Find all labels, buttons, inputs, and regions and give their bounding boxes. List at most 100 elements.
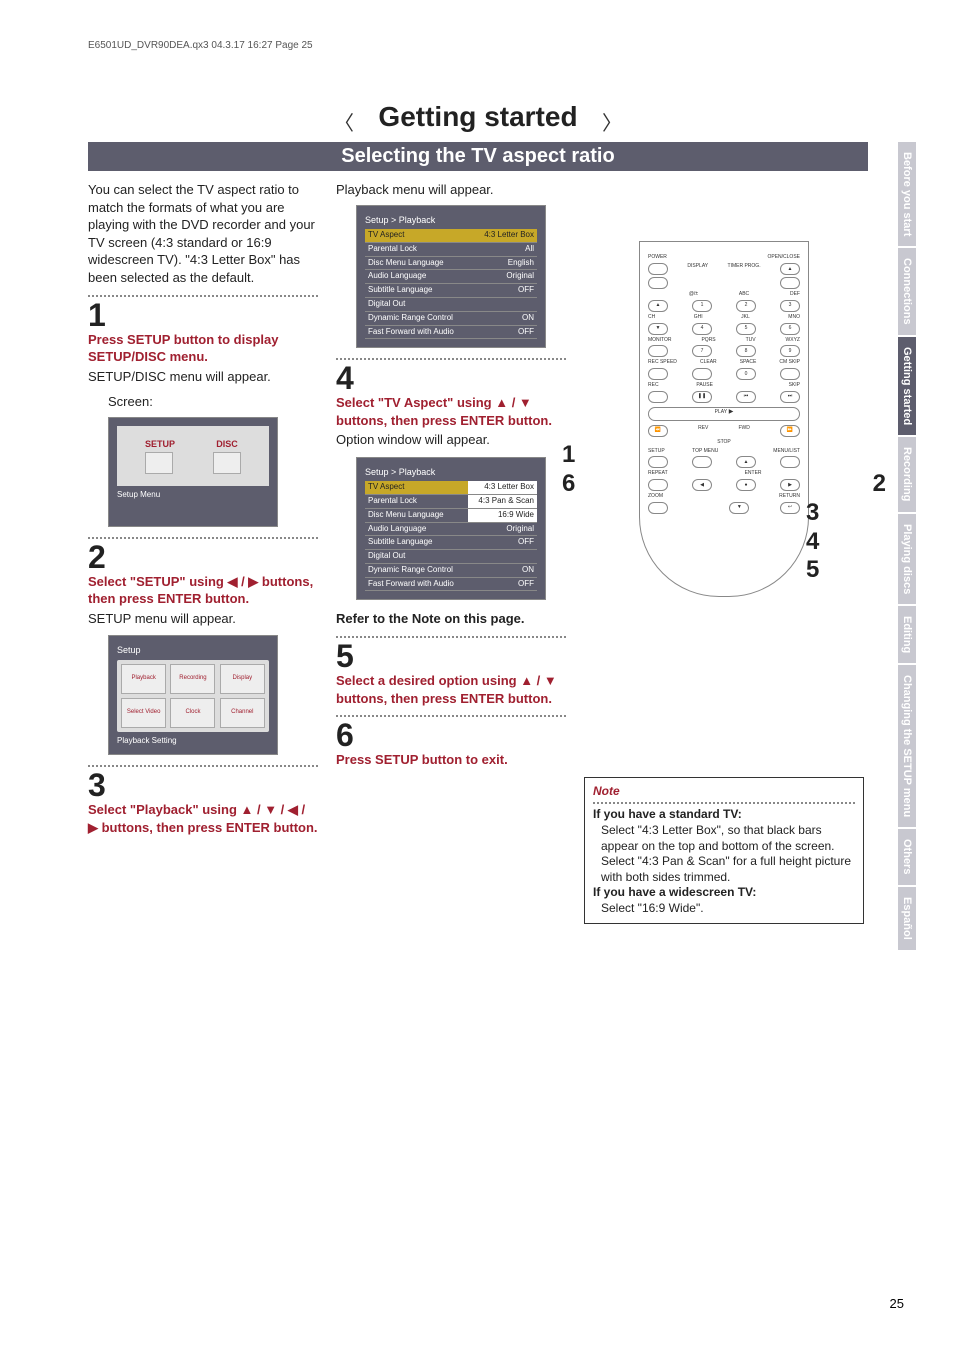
row-value: 16:9 Wide <box>468 508 537 522</box>
enter-button: ● <box>736 479 756 491</box>
setup-button <box>648 456 668 468</box>
remote-label: RETURN <box>779 493 800 500</box>
remote-button <box>780 277 800 289</box>
up-arrow-button: ▲ <box>736 456 756 468</box>
row-value <box>468 550 537 564</box>
row-value: 4:3 Letter Box <box>468 481 537 494</box>
callout-2345: 2 3 4 5 <box>806 470 886 583</box>
remote-label: PQRS <box>701 337 715 344</box>
disc-icon-label: DISC <box>213 438 241 450</box>
row-value: ON <box>468 563 537 577</box>
callout-1: 1 <box>562 441 575 468</box>
step-6-title: Press SETUP button to exit. <box>336 751 566 769</box>
step-4-number: 4 <box>336 362 566 394</box>
setup-menu-title: Setup <box>117 644 269 656</box>
note-header: Note <box>593 784 620 798</box>
right-arrow-button: ▶ <box>780 479 800 491</box>
remote-label: CH <box>648 314 655 321</box>
note-line-3: If you have a widescreen TV: <box>593 885 756 899</box>
remote-label: PAUSE <box>696 382 713 389</box>
row-label: Parental Lock <box>365 242 472 256</box>
fwd-button: ⏩ <box>780 425 800 437</box>
row-value: OFF <box>472 325 537 339</box>
row-value <box>472 297 537 311</box>
row-value: All <box>472 242 537 256</box>
num-6-button: 6 <box>780 323 800 335</box>
tab-before-you-start: Before you start <box>898 142 916 246</box>
menu-cell-clock: Clock <box>170 698 215 728</box>
pause-button: ❚❚ <box>692 391 712 403</box>
column-3: 1 6 POWEROPEN/CLOSE DISPLAYTIMER PROG.▲ … <box>584 181 864 923</box>
num-4-button: 4 <box>692 323 712 335</box>
cmskip-button <box>780 368 800 380</box>
remote-label: TUV <box>746 337 756 344</box>
step-2-number: 2 <box>88 541 318 573</box>
page-number: 25 <box>890 1296 904 1311</box>
step-2-body: SETUP menu will appear. <box>88 610 318 628</box>
remote-label: SETUP <box>648 448 665 455</box>
step-3-number: 3 <box>88 769 318 801</box>
setup-icon <box>145 452 173 474</box>
menu-cell-display: Display <box>220 664 265 694</box>
menu-cell-channel: Channel <box>220 698 265 728</box>
menu-cell-selectvideo: Select Video <box>121 698 166 728</box>
tab-espanol: Español <box>898 887 916 950</box>
disc-icon <box>213 452 241 474</box>
row-value: OFF <box>472 284 537 298</box>
remote-diagram: 1 6 POWEROPEN/CLOSE DISPLAYTIMER PROG.▲ … <box>584 241 864 597</box>
down-arrow-button: ▼ <box>729 502 749 514</box>
row-label: Fast Forward with Audio <box>365 577 468 591</box>
screen-label: Screen: <box>88 393 318 411</box>
row-label: Digital Out <box>365 550 468 564</box>
chevron-right-icon: 〉 <box>602 107 622 136</box>
column-2: Playback menu will appear. Setup > Playb… <box>336 181 566 923</box>
step-4-title: Select "TV Aspect" using ▲ / ▼ buttons, … <box>336 394 566 429</box>
playback-menu-title: Setup > Playback <box>365 214 537 226</box>
remote-label: @/± <box>689 291 698 298</box>
row-label: Disc Menu Language <box>365 256 472 270</box>
menu-cell-playback: Playback <box>121 664 166 694</box>
row-label: Dynamic Range Control <box>365 563 468 577</box>
row-value: Original <box>472 270 537 284</box>
remote-label: REPEAT <box>648 470 668 477</box>
row-label: Parental Lock <box>365 494 468 508</box>
note-line-1: If you have a standard TV: <box>593 807 742 821</box>
remote-label: MONITOR <box>648 337 672 344</box>
num-7-button: 7 <box>692 345 712 357</box>
remote-label: POWER <box>648 254 667 261</box>
remote-label: REC <box>648 382 659 389</box>
menu-footer-label: Setup Menu <box>117 490 269 501</box>
step-4-intro: Playback menu will appear. <box>336 181 566 199</box>
step-5-number: 5 <box>336 640 566 672</box>
remote-label: SKIP <box>789 382 800 389</box>
step-1-title: Press SETUP button to display SETUP/DISC… <box>88 331 318 366</box>
playback-menu: Setup > Playback TV Aspect4:3 Letter Box… <box>356 205 546 349</box>
row-value: 4:3 Letter Box <box>472 229 537 242</box>
row-value: Original <box>468 522 537 536</box>
row-value: OFF <box>468 577 537 591</box>
eject-button: ▲ <box>780 263 800 275</box>
callout-6: 6 <box>562 470 575 497</box>
step-4-body: Option window will appear. <box>336 431 566 449</box>
tab-changing-setup: Changing the SETUP menu <box>898 665 916 827</box>
page-title: Getting started <box>378 101 577 133</box>
rec-button <box>648 391 668 403</box>
row-value: English <box>472 256 537 270</box>
skip-fwd-button: ⏭ <box>780 391 800 403</box>
ch-up-button: ▲ <box>648 300 668 312</box>
tab-editing: Editing <box>898 606 916 663</box>
column-1: You can select the TV aspect ratio to ma… <box>88 181 318 923</box>
menu-footer-label: Playback Setting <box>117 736 269 747</box>
row-value: 4:3 Pan & Scan <box>468 494 537 508</box>
remote-label: ENTER <box>745 470 762 477</box>
remote-label: TOP MENU <box>692 448 718 455</box>
remote-label: REC SPEED <box>648 359 677 366</box>
setup-menu: Setup Playback Recording Display Select … <box>108 635 278 755</box>
chevron-left-icon: 〈 <box>334 107 354 136</box>
note-line-2: Select "4:3 Letter Box", so that black b… <box>593 823 855 885</box>
row-label: TV Aspect <box>365 481 468 494</box>
repeat-button <box>648 479 668 491</box>
remote-label: OPEN/CLOSE <box>767 254 800 261</box>
note-line-4: Select "16:9 Wide". <box>593 901 855 917</box>
remote-label: FWD <box>739 425 750 437</box>
